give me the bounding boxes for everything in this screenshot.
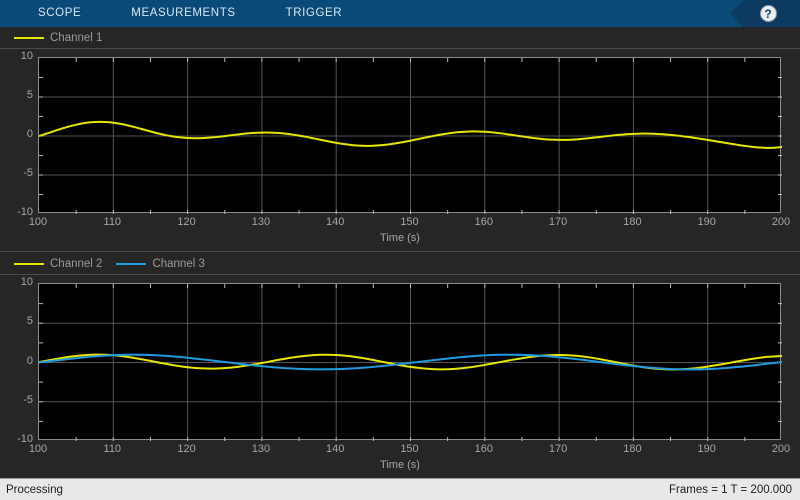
y-tick-label: -10: [17, 206, 33, 218]
legend-swatch-channel-3: [116, 262, 147, 265]
status-frames-time: Frames = 1 T = 200.000: [669, 483, 792, 496]
x-tick-label: 110: [103, 443, 122, 455]
legend-label-channel-2: Channel 2: [50, 257, 103, 270]
legend-label-channel-1: Channel 1: [50, 31, 103, 44]
waveform-channel-1: [39, 120, 782, 149]
help-button-area: ?: [700, 0, 800, 27]
status-bar: Processing Frames = 1 T = 200.000: [0, 478, 800, 500]
plot-area-2[interactable]: [38, 283, 782, 441]
x-tick-label: 100: [28, 216, 48, 228]
x-tick-label: 120: [177, 443, 196, 455]
y-tick-label: 0: [26, 354, 33, 367]
divider-above-legend-2: [0, 251, 800, 252]
legend-chart-1: Channel 1: [0, 27, 800, 48]
menu-item-scope[interactable]: SCOPE: [38, 7, 82, 19]
x-tick-label: 110: [103, 216, 122, 228]
x-tick-label: 180: [623, 443, 642, 455]
legend-entry-channel-2[interactable]: Channel 2: [14, 258, 102, 270]
legend-chart-2: Channel 2 Channel 3: [0, 253, 800, 274]
waveform-channel-3: [39, 353, 782, 371]
x-axis-label-2: Time (s): [380, 459, 420, 471]
x-tick-label: 150: [400, 216, 419, 228]
y-tick-label: 10: [20, 276, 33, 288]
menu-item-measurements[interactable]: MEASUREMENTS: [131, 7, 236, 19]
legend-entry-channel-1[interactable]: Channel 1: [14, 32, 102, 44]
y-tick-label: -10: [17, 433, 33, 445]
help-button[interactable]: ?: [730, 0, 800, 27]
y-tick-label: 5: [26, 315, 33, 328]
x-tick-label: 120: [177, 216, 196, 228]
scope-display-2: Amplitude Time (s) -10-50510100110120130…: [0, 275, 800, 473]
y-tick-label: 10: [20, 50, 33, 62]
legend-label-channel-3: Channel 3: [152, 257, 205, 270]
question-mark-icon: ?: [759, 5, 777, 22]
x-tick-label: 170: [548, 216, 568, 228]
legend-entry-channel-3[interactable]: Channel 3: [116, 257, 205, 270]
x-tick-label: 100: [28, 443, 48, 455]
menu-item-trigger[interactable]: TRIGGER: [285, 7, 343, 19]
x-tick-label: 140: [326, 443, 345, 455]
x-tick-label: 170: [548, 443, 568, 455]
x-tick-label: 130: [251, 443, 271, 455]
legend-swatch-channel-1: [14, 36, 44, 39]
plot-area-1[interactable]: [38, 57, 782, 214]
x-tick-label: 190: [697, 443, 716, 455]
help-glyph: ?: [764, 6, 772, 21]
x-tick-label: 180: [623, 216, 642, 228]
divider-below-legend-1: [0, 48, 800, 49]
y-tick-label: 0: [26, 128, 33, 140]
divider-below-legend-2: [0, 274, 800, 275]
x-tick-label: 200: [771, 216, 791, 228]
x-tick-label: 200: [771, 443, 791, 455]
menu-bar: SCOPE MEASUREMENTS TRIGGER ?: [0, 0, 800, 27]
y-tick-label: 5: [26, 89, 33, 101]
x-tick-label: 160: [474, 443, 493, 455]
y-tick-label: -5: [23, 393, 33, 406]
legend-swatch-channel-2: [14, 262, 44, 265]
x-tick-label: 190: [697, 216, 716, 228]
y-tick-label: -5: [23, 167, 33, 179]
x-tick-label: 150: [400, 443, 419, 455]
x-tick-label: 130: [251, 216, 271, 228]
x-tick-label: 140: [326, 216, 345, 228]
status-message: Processing: [6, 483, 63, 496]
x-tick-label: 160: [474, 216, 493, 228]
x-axis-label-1: Time (s): [380, 232, 420, 244]
scope-display-1: Amplitude Time (s) -10-50510100110120130…: [0, 49, 800, 245]
